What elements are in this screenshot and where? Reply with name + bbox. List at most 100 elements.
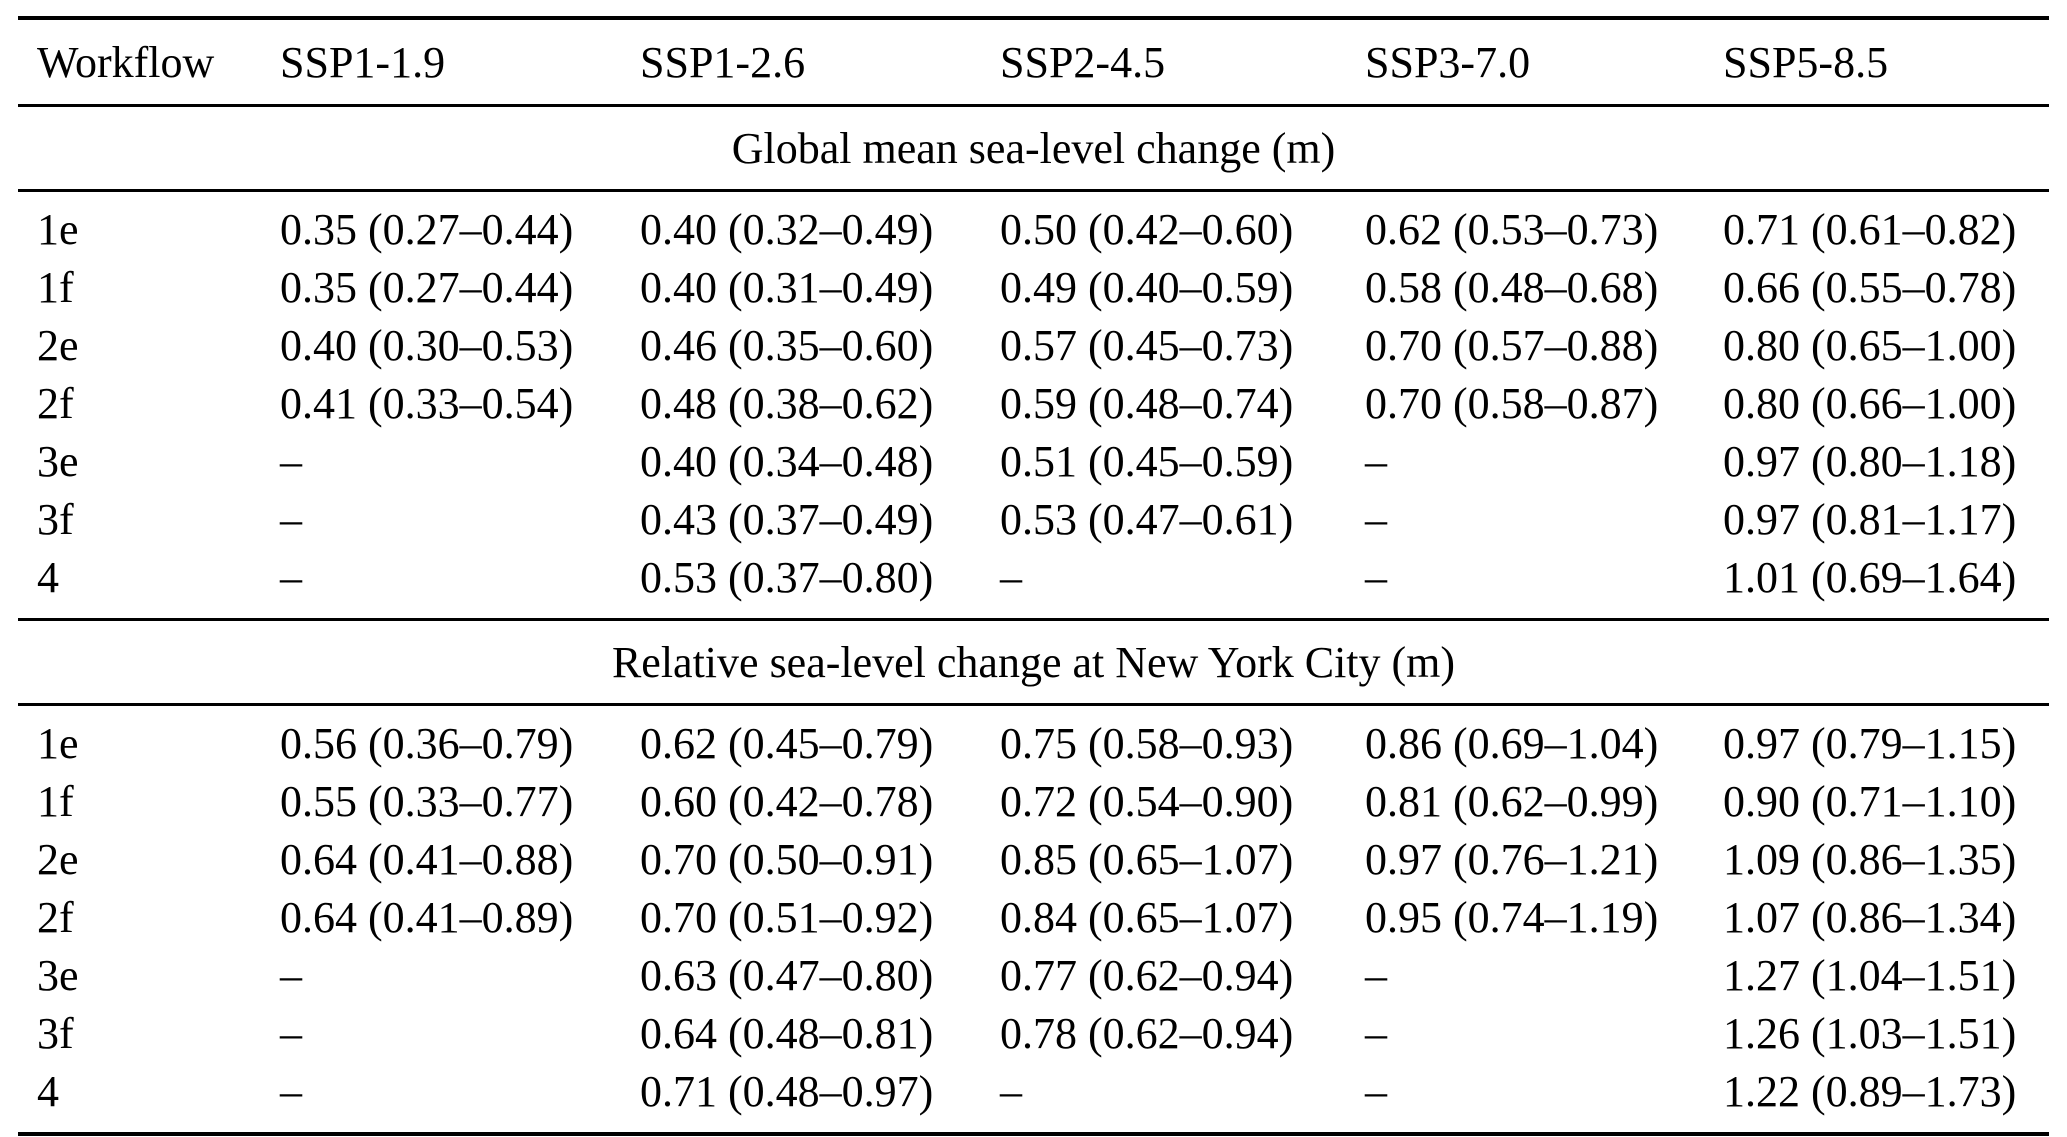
column-header-ssp2-45: SSP2-4.5 bbox=[1000, 37, 1166, 87]
table-row: 1e 0.56 (0.36–0.79) 0.62 (0.45–0.79) 0.7… bbox=[18, 705, 2049, 773]
value-cell: 0.59 (0.48–0.74) bbox=[1000, 378, 1294, 428]
table-row: 1f 0.55 (0.33–0.77) 0.60 (0.42–0.78) 0.7… bbox=[18, 772, 2049, 830]
value-cell: 0.64 (0.41–0.88) bbox=[280, 834, 574, 884]
value-cell: – bbox=[280, 1008, 302, 1058]
workflow-cell: 1e bbox=[37, 204, 79, 254]
value-cell: 0.80 (0.65–1.00) bbox=[1723, 320, 2017, 370]
value-cell: 0.77 (0.62–0.94) bbox=[1000, 950, 1294, 1000]
section-global-mean: Global mean sea-level change (m) 1e 0.35… bbox=[18, 105, 2049, 620]
value-cell: 0.40 (0.30–0.53) bbox=[280, 320, 574, 370]
value-cell: 0.63 (0.47–0.80) bbox=[640, 950, 934, 1000]
value-cell: 1.26 (1.03–1.51) bbox=[1723, 1008, 2017, 1058]
value-cell: 0.70 (0.51–0.92) bbox=[640, 892, 934, 942]
value-cell: – bbox=[1365, 494, 1387, 544]
value-cell: 0.46 (0.35–0.60) bbox=[640, 320, 934, 370]
sea-level-projection-table: Workflow SSP1-1.9 SSP1-2.6 SSP2-4.5 SSP3… bbox=[18, 16, 2049, 1136]
workflow-cell: 1e bbox=[37, 718, 79, 768]
column-header-ssp1-19: SSP1-1.9 bbox=[280, 37, 446, 87]
value-cell: 0.50 (0.42–0.60) bbox=[1000, 204, 1294, 254]
value-cell: 0.55 (0.33–0.77) bbox=[280, 776, 574, 826]
value-cell: 0.49 (0.40–0.59) bbox=[1000, 262, 1294, 312]
value-cell: 0.64 (0.48–0.81) bbox=[640, 1008, 934, 1058]
value-cell: 0.40 (0.31–0.49) bbox=[640, 262, 934, 312]
value-cell: 0.75 (0.58–0.93) bbox=[1000, 718, 1294, 768]
workflow-cell: 2f bbox=[37, 378, 74, 428]
column-header-ssp5-85: SSP5-8.5 bbox=[1723, 37, 1889, 87]
value-cell: – bbox=[1365, 1066, 1387, 1116]
table-row: 3e – 0.40 (0.34–0.48) 0.51 (0.45–0.59) –… bbox=[18, 432, 2049, 490]
table-row: 2e 0.64 (0.41–0.88) 0.70 (0.50–0.91) 0.8… bbox=[18, 830, 2049, 888]
workflow-cell: 2f bbox=[37, 892, 74, 942]
value-cell: – bbox=[280, 1066, 302, 1116]
value-cell: 1.01 (0.69–1.64) bbox=[1723, 552, 2017, 602]
value-cell: 0.97 (0.80–1.18) bbox=[1723, 436, 2017, 486]
table-row: 1f 0.35 (0.27–0.44) 0.40 (0.31–0.49) 0.4… bbox=[18, 258, 2049, 316]
value-cell: 0.51 (0.45–0.59) bbox=[1000, 436, 1294, 486]
value-cell: 0.70 (0.58–0.87) bbox=[1365, 378, 1659, 428]
table-row: 3f – 0.64 (0.48–0.81) 0.78 (0.62–0.94) –… bbox=[18, 1004, 2049, 1062]
section-nyc-relative: Relative sea-level change at New York Ci… bbox=[18, 619, 2049, 1135]
column-header-workflow: Workflow bbox=[37, 37, 215, 87]
value-cell: – bbox=[280, 494, 302, 544]
workflow-cell: 3e bbox=[37, 950, 79, 1000]
table-row: 1e 0.35 (0.27–0.44) 0.40 (0.32–0.49) 0.5… bbox=[18, 191, 2049, 259]
value-cell: – bbox=[1000, 552, 1022, 602]
value-cell: 0.58 (0.48–0.68) bbox=[1365, 262, 1659, 312]
value-cell: 0.40 (0.32–0.49) bbox=[640, 204, 934, 254]
section-title-row: Relative sea-level change at New York Ci… bbox=[18, 619, 2049, 705]
table-header: Workflow SSP1-1.9 SSP1-2.6 SSP2-4.5 SSP3… bbox=[18, 18, 2049, 106]
value-cell: 0.35 (0.27–0.44) bbox=[280, 204, 574, 254]
value-cell: – bbox=[1365, 436, 1387, 486]
table-row: 2f 0.64 (0.41–0.89) 0.70 (0.51–0.92) 0.8… bbox=[18, 888, 2049, 946]
value-cell: – bbox=[280, 950, 302, 1000]
workflow-cell: 4 bbox=[37, 552, 59, 602]
value-cell: 0.48 (0.38–0.62) bbox=[640, 378, 934, 428]
value-cell: – bbox=[1365, 950, 1387, 1000]
value-cell: 0.53 (0.47–0.61) bbox=[1000, 494, 1294, 544]
value-cell: 1.22 (0.89–1.73) bbox=[1723, 1066, 2017, 1116]
workflow-cell: 1f bbox=[37, 776, 74, 826]
value-cell: 0.62 (0.45–0.79) bbox=[640, 718, 934, 768]
value-cell: 0.62 (0.53–0.73) bbox=[1365, 204, 1659, 254]
value-cell: 0.53 (0.37–0.80) bbox=[640, 552, 934, 602]
value-cell: 0.95 (0.74–1.19) bbox=[1365, 892, 1659, 942]
value-cell: 0.97 (0.79–1.15) bbox=[1723, 718, 2017, 768]
value-cell: 0.57 (0.45–0.73) bbox=[1000, 320, 1294, 370]
table-row: 2e 0.40 (0.30–0.53) 0.46 (0.35–0.60) 0.5… bbox=[18, 316, 2049, 374]
table-row: 3e – 0.63 (0.47–0.80) 0.77 (0.62–0.94) –… bbox=[18, 946, 2049, 1004]
value-cell: 0.60 (0.42–0.78) bbox=[640, 776, 934, 826]
table-row: 4 – 0.71 (0.48–0.97) – – 1.22 (0.89–1.73… bbox=[18, 1062, 2049, 1134]
value-cell: 0.71 (0.61–0.82) bbox=[1723, 204, 2017, 254]
value-cell: 0.78 (0.62–0.94) bbox=[1000, 1008, 1294, 1058]
value-cell: 0.84 (0.65–1.07) bbox=[1000, 892, 1294, 942]
value-cell: 1.09 (0.86–1.35) bbox=[1723, 834, 2017, 884]
value-cell: 0.81 (0.62–0.99) bbox=[1365, 776, 1659, 826]
value-cell: 0.86 (0.69–1.04) bbox=[1365, 718, 1659, 768]
value-cell: 0.80 (0.66–1.00) bbox=[1723, 378, 2017, 428]
value-cell: 0.85 (0.65–1.07) bbox=[1000, 834, 1294, 884]
value-cell: – bbox=[280, 552, 302, 602]
table-row: 3f – 0.43 (0.37–0.49) 0.53 (0.47–0.61) –… bbox=[18, 490, 2049, 548]
value-cell: 0.72 (0.54–0.90) bbox=[1000, 776, 1294, 826]
section-title: Relative sea-level change at New York Ci… bbox=[611, 637, 1456, 687]
value-cell: – bbox=[1000, 1066, 1022, 1116]
column-header-ssp3-70: SSP3-7.0 bbox=[1365, 37, 1531, 87]
table-row: 4 – 0.53 (0.37–0.80) – – 1.01 (0.69–1.64… bbox=[18, 548, 2049, 620]
column-header-ssp1-26: SSP1-2.6 bbox=[640, 37, 806, 87]
value-cell: 1.07 (0.86–1.34) bbox=[1723, 892, 2017, 942]
value-cell: 0.71 (0.48–0.97) bbox=[640, 1066, 934, 1116]
workflow-cell: 3f bbox=[37, 1008, 74, 1058]
value-cell: 0.97 (0.81–1.17) bbox=[1723, 494, 2017, 544]
workflow-cell: 3f bbox=[37, 494, 74, 544]
value-cell: 0.70 (0.50–0.91) bbox=[640, 834, 934, 884]
value-cell: 0.64 (0.41–0.89) bbox=[280, 892, 574, 942]
section-title: Global mean sea-level change (m) bbox=[731, 123, 1336, 173]
value-cell: 0.40 (0.34–0.48) bbox=[640, 436, 934, 486]
workflow-cell: 4 bbox=[37, 1066, 59, 1116]
value-cell: 0.66 (0.55–0.78) bbox=[1723, 262, 2017, 312]
value-cell: 0.35 (0.27–0.44) bbox=[280, 262, 574, 312]
value-cell: 0.56 (0.36–0.79) bbox=[280, 718, 574, 768]
value-cell: 0.41 (0.33–0.54) bbox=[280, 378, 574, 428]
value-cell: – bbox=[280, 436, 302, 486]
value-cell: 1.27 (1.04–1.51) bbox=[1723, 950, 2017, 1000]
